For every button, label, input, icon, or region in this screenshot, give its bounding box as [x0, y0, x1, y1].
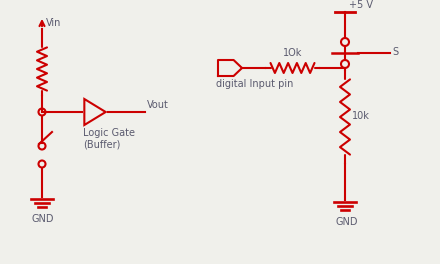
Text: GND: GND: [32, 214, 55, 224]
Text: Logic Gate
(Buffer): Logic Gate (Buffer): [83, 128, 135, 150]
Text: Vout: Vout: [147, 100, 169, 110]
Text: digital Input pin: digital Input pin: [216, 79, 293, 89]
Text: Vin: Vin: [46, 18, 61, 28]
Text: +5 V: +5 V: [349, 0, 373, 10]
Text: 10k: 10k: [352, 111, 370, 121]
Text: 1Ok: 1Ok: [283, 48, 302, 58]
Text: GND: GND: [335, 217, 357, 227]
Text: S: S: [392, 47, 398, 57]
